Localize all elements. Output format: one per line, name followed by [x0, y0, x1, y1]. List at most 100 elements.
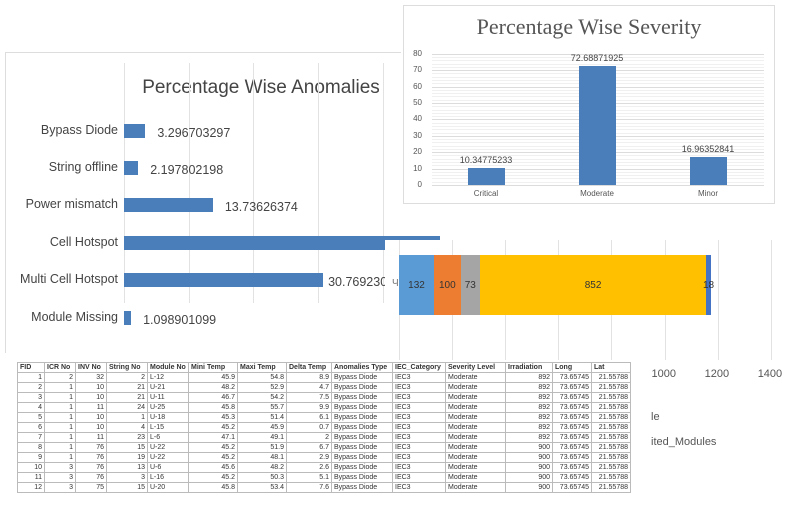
table-cell: Bypass Diode — [331, 372, 393, 383]
table-body: 1 2 32 2 L-12 45.9 54.8 8.9 Bypass Diode IEC3 Mode… — [17, 372, 631, 493]
table-cell: 7.5 — [286, 392, 332, 403]
table-cell: Bypass Diode — [331, 412, 393, 423]
category-label: String offline — [48, 160, 118, 174]
table-cell: 892 — [505, 422, 553, 433]
table-cell: 3 — [106, 472, 148, 483]
table-cell: U-25 — [147, 402, 189, 413]
table-cell: 24 — [106, 402, 148, 413]
table-cell: 55.7 — [237, 402, 287, 413]
column-header: Lat — [591, 362, 631, 373]
table-cell: Moderate — [445, 442, 506, 453]
y-tick-label: 20 — [413, 147, 422, 157]
gridline — [188, 63, 190, 303]
table-row: 2 1 10 21 U-21 48.2 52.9 4.7 Bypass Diode IEC3 Mod… — [17, 382, 631, 393]
table-cell: IEC3 — [392, 392, 446, 403]
gridline — [124, 63, 125, 303]
table-cell: L-12 — [147, 372, 189, 383]
table-cell: Moderate — [445, 392, 506, 403]
table-cell: IEC3 — [392, 472, 446, 483]
gridline — [432, 53, 764, 55]
y-tick-label: 80 — [413, 48, 422, 58]
table-cell: 6 — [17, 422, 45, 433]
table-row: 7 1 11 23 L-6 47.1 49.1 2 Bypass Diode IEC3 Modera… — [17, 432, 631, 443]
table-cell: 76 — [75, 452, 107, 463]
column-header: IEC_Category — [392, 362, 446, 373]
table-cell: 7.6 — [286, 482, 332, 493]
table-cell: 47.1 — [188, 432, 238, 443]
y-tick-label: 50 — [413, 98, 422, 107]
table-row: 11 3 76 3 L-16 45.2 50.3 5.1 Bypass Diode IEC3 Mod… — [17, 472, 631, 483]
table-cell: 2 — [44, 372, 76, 383]
table-cell: 21.55788 — [591, 392, 631, 403]
bar-segment: 18 — [703, 255, 714, 315]
table-cell: Bypass Diode — [331, 392, 393, 403]
table-cell: 900 — [505, 472, 553, 483]
data-label: 1.098901099 — [143, 313, 217, 327]
table-cell: Bypass Diode — [331, 382, 393, 393]
table-cell: 19 — [106, 452, 148, 463]
table-cell: 1 — [44, 432, 76, 443]
table-cell: 6.1 — [286, 412, 332, 423]
table-cell: Bypass Diode — [331, 402, 393, 413]
table-cell: 76 — [75, 442, 107, 453]
table-cell: Moderate — [445, 432, 506, 443]
table-cell: 48.2 — [188, 382, 238, 393]
table-cell: 73.65745 — [552, 412, 592, 423]
table-cell: IEC3 — [392, 372, 446, 383]
table-cell: 45.2 — [188, 472, 238, 483]
table-cell: 10 — [75, 392, 107, 403]
table-cell: 50.3 — [237, 472, 287, 483]
table-cell: IEC3 — [392, 442, 446, 453]
data-table-container: FID ICR No INV No String No Module No Mini Te… — [17, 362, 649, 495]
table-cell: 892 — [505, 432, 553, 443]
bar — [124, 236, 441, 250]
data-label: 10.34775233 — [459, 155, 513, 166]
table-cell: L-16 — [147, 472, 189, 483]
table-cell: 73.65745 — [552, 462, 592, 473]
gridline — [318, 63, 320, 303]
category-label: Ч — [392, 278, 399, 289]
text-fragment: le — [651, 411, 660, 423]
category-label: Power mismatch — [25, 197, 118, 211]
table-cell: Bypass Diode — [331, 452, 393, 463]
table-cell: 10 — [17, 462, 45, 473]
y-tick-label: 0 — [417, 180, 422, 189]
table-row: 1 2 32 2 L-12 45.9 54.8 8.9 Bypass Diode IEC3 Mode… — [17, 372, 631, 383]
y-tick-label: 10 — [413, 163, 422, 173]
table-cell: 73.65745 — [552, 382, 592, 393]
column-header: Severity Level — [445, 362, 506, 373]
table-cell: 45.8 — [188, 482, 238, 493]
table-cell: 15 — [106, 482, 148, 493]
table-cell: 8 — [17, 442, 45, 453]
table-cell: 51.4 — [237, 412, 287, 423]
table-cell: 45.8 — [188, 402, 238, 413]
table-cell: U-22 — [147, 452, 189, 463]
table-cell: 8.9 — [286, 372, 332, 383]
data-label: 13.73626374 — [224, 200, 298, 214]
table-cell: 32 — [75, 372, 107, 383]
category-label: Moderate — [580, 189, 614, 198]
table-cell: 900 — [505, 482, 553, 493]
table-cell: Bypass Diode — [331, 472, 393, 483]
bar — [468, 168, 505, 185]
table-cell: 45.3 — [188, 412, 238, 423]
table-cell: 892 — [505, 412, 553, 423]
column-header: Delta Temp — [286, 362, 332, 373]
table-cell: 23 — [106, 432, 148, 443]
data-label: 16.96352841 — [681, 144, 735, 155]
table-cell: 75 — [75, 482, 107, 493]
table-cell: Moderate — [445, 412, 506, 423]
table-cell: IEC3 — [392, 482, 446, 493]
table-cell: 892 — [505, 402, 553, 413]
table-row: 12 3 75 15 U-20 45.8 53.4 7.6 Bypass Diode IEC3 Mo… — [17, 482, 631, 493]
table-cell: 5 — [17, 412, 45, 423]
table-cell: 45.2 — [188, 422, 238, 433]
table-cell: Bypass Diode — [331, 432, 393, 443]
table-cell: 1 — [44, 412, 76, 423]
bar — [124, 124, 146, 138]
gridline — [770, 240, 772, 360]
table-cell: IEC3 — [392, 462, 446, 473]
table-cell: 52.9 — [237, 382, 287, 393]
table-cell: IEC3 — [392, 402, 446, 413]
table-cell: 21.55788 — [591, 432, 631, 443]
